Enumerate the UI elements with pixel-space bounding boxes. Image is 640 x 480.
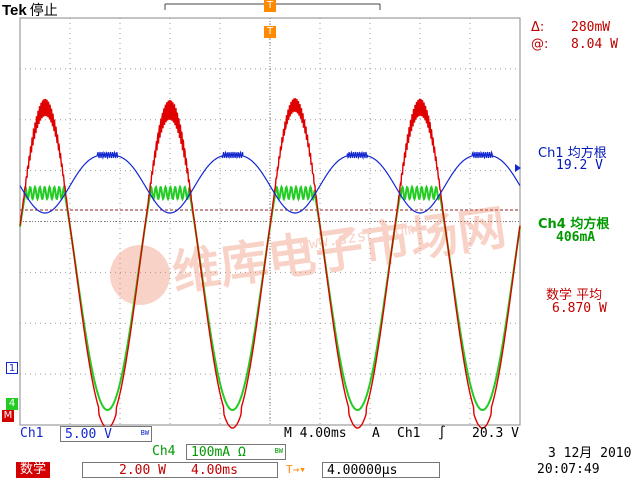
math-mean-value: 6.870 W <box>552 301 607 316</box>
delta-value: 280mW <box>571 20 611 35</box>
math-scale: 2.00 W <box>119 463 166 478</box>
math-name[interactable]: 数学 <box>16 462 51 478</box>
ch1-ground-marker-icon[interactable]: 1 <box>6 362 18 374</box>
ch4-rms-label: Ch4 均方根 <box>538 217 610 232</box>
date: 3 12月 2010 <box>548 446 632 461</box>
ch4-name: Ch4 <box>152 444 176 459</box>
watermark-logo-icon <box>110 245 170 305</box>
math-mean-label: 数学 平均 <box>546 288 603 303</box>
ch1-rms-value: 19.2 V <box>556 158 603 173</box>
ch1-bw-limit-icon: BW <box>140 429 149 437</box>
ch1-scale: 5.00 V <box>65 427 112 442</box>
trigger-source[interactable]: Ch1 <box>397 426 421 441</box>
math-power-trace <box>19 98 521 429</box>
trigger-position-marker-icon[interactable]: T <box>264 26 276 38</box>
time: 20:07:49 <box>537 462 600 477</box>
trigger-offset[interactable]: 4.00000µs <box>322 462 440 478</box>
delta-label: Δ: <box>531 20 545 35</box>
trigger-mode: A <box>372 426 380 441</box>
timebase[interactable]: M 4.00ms <box>284 426 347 441</box>
math-scale-box[interactable]: 2.00 W 4.00ms <box>82 462 278 478</box>
delta-readout: Δ: 280mW <box>531 20 610 35</box>
trigger-position-top-icon[interactable]: T <box>264 0 276 12</box>
at-readout: @: 8.04 W <box>531 37 618 52</box>
trigger-level[interactable]: 20.3 V <box>472 426 519 441</box>
brand-header: Tek 停止 <box>2 0 58 20</box>
trigger-position-icon: T→▾ <box>286 463 306 476</box>
ch1-scale-box[interactable]: 5.00 V BW <box>60 426 152 442</box>
ch1-voltage-trace <box>19 150 521 214</box>
ch4-scale: 100mA Ω <box>191 445 246 460</box>
trigger-level-arrow-icon[interactable] <box>515 164 521 172</box>
ch4-bw-limit-icon: BW <box>274 447 283 455</box>
math-time: 4.00ms <box>191 463 238 478</box>
math-ground-marker-icon[interactable]: M <box>2 410 14 422</box>
acquisition-state: 停止 <box>29 3 58 19</box>
ch4-scale-box[interactable]: 100mA Ω BW <box>186 444 286 460</box>
ch1-name: Ch1 <box>20 426 44 441</box>
ch1-rms-label: Ch1 均方根 <box>538 146 607 161</box>
at-label: @: <box>531 37 549 52</box>
brand-logo: Tek <box>2 2 27 19</box>
trigger-slope-icon[interactable]: ∫ <box>438 426 446 441</box>
ch4-rms-value: 406mA <box>556 230 596 245</box>
at-value: 8.04 W <box>571 37 618 52</box>
ch4-ground-marker-icon[interactable]: 4 <box>6 398 18 410</box>
